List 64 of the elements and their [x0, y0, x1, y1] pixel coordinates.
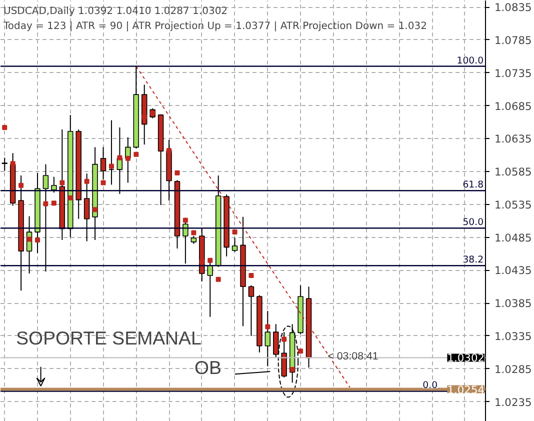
- point: [60, 180, 65, 186]
- point: [248, 272, 254, 278]
- y-tick-label: 1.0485: [494, 231, 532, 244]
- point: [298, 348, 304, 354]
- y-tick-label: 1.0285: [494, 362, 532, 376]
- annotation: 61.8: [462, 180, 484, 191]
- candlestick: [84, 173, 90, 242]
- text: Today = 123 | ATR = 90 | ATR Projection Up = 1.0377 | ATR Projection Down = 1.032: [2, 21, 427, 32]
- candlestick: [232, 237, 238, 252]
- point: [2, 124, 8, 130]
- candlestick: [264, 310, 271, 367]
- y-tick-label: 1.0735: [494, 66, 532, 80]
- annotation: 0.0: [422, 380, 438, 392]
- y-tick-label: 1.0385: [494, 297, 532, 310]
- point: [208, 258, 213, 263]
- annotation: SOPORTE SEMANAL: [16, 327, 202, 348]
- candlestick: [248, 284, 254, 336]
- ref-line-label: 1.0302: [447, 352, 485, 365]
- text: USDCAD,Daily 1.0392 1.0410 1.0287 1.0302: [4, 6, 228, 17]
- point: [51, 200, 56, 206]
- point: [182, 218, 188, 223]
- annotation: 38.2: [462, 254, 484, 266]
- y-tick-label: 1.0685: [494, 100, 532, 113]
- candlestick: [281, 332, 287, 378]
- point: [34, 237, 40, 242]
- point: [199, 259, 204, 264]
- point: [100, 180, 106, 186]
- y-tick-label: 1.0785: [494, 34, 532, 47]
- annotation: 100.0: [456, 55, 484, 66]
- point: [68, 195, 73, 200]
- point: [191, 230, 196, 236]
- y-tick-label: 1.0435: [494, 264, 532, 278]
- candlestick: [108, 120, 114, 186]
- point: [117, 155, 122, 160]
- y-tick-label: 1.0235: [494, 396, 532, 409]
- annotation: < 03:08:41: [328, 350, 378, 362]
- annotation: OB: [194, 357, 222, 378]
- point: [290, 367, 295, 372]
- candlestick: [182, 220, 188, 264]
- point: [92, 207, 98, 212]
- y-tick-label: 1.0585: [494, 166, 532, 179]
- point: [84, 178, 90, 184]
- y-tick-label: 1.0335: [494, 330, 532, 343]
- point: [232, 230, 238, 235]
- y-tick-label: 1.0635: [494, 132, 532, 146]
- point: [108, 164, 114, 169]
- point: [265, 324, 270, 330]
- point: [18, 182, 24, 188]
- point: [10, 161, 16, 166]
- point: [43, 201, 48, 206]
- point: [134, 152, 139, 157]
- point: [142, 114, 147, 120]
- point: [216, 276, 221, 282]
- point: [166, 148, 172, 153]
- annotation: 50.0: [462, 217, 484, 228]
- candlestick: [51, 176, 57, 194]
- y-tick-label: 1.0535: [494, 198, 532, 212]
- ref-line-label: 1.0254: [447, 383, 485, 396]
- point: [125, 156, 130, 161]
- y-tick-label: 1.0835: [494, 1, 532, 14]
- candlestick: [42, 164, 49, 272]
- point: [282, 336, 287, 342]
- candlestick: [2, 157, 8, 172]
- point: [174, 170, 180, 176]
